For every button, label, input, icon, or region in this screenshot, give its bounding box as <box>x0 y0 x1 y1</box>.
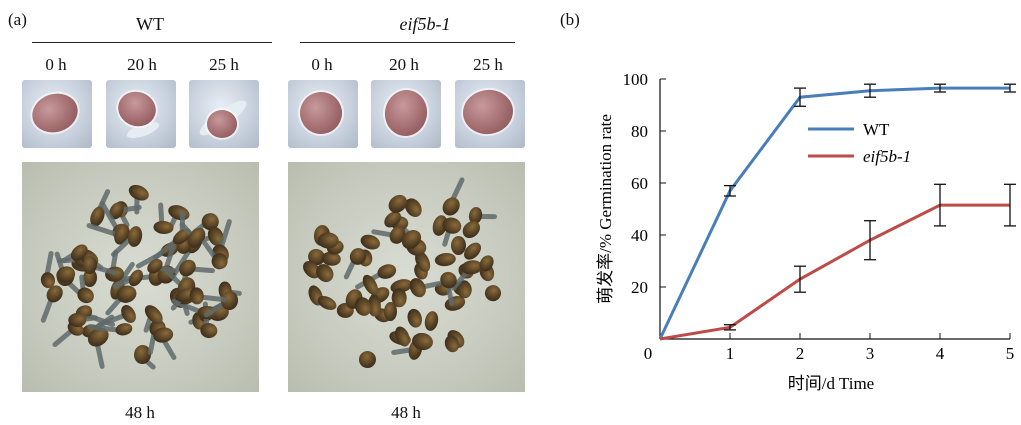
seed <box>118 302 140 326</box>
x-tick-label: 3 <box>866 344 875 363</box>
x-tick-label: 1 <box>726 344 735 363</box>
time-label-wt-25h: 25 h <box>209 55 239 74</box>
seed <box>405 307 424 330</box>
time-label-eif5b-20h: 20 h <box>389 55 419 74</box>
seed-photo-eif5b-25h <box>455 80 525 148</box>
seed-photo-wt-0h <box>22 80 92 148</box>
group-title-eif5b-1: eif5b-1 <box>399 14 451 34</box>
seed <box>481 282 504 305</box>
time-label-wt-20h: 20 h <box>127 55 157 74</box>
seed <box>114 321 134 338</box>
seed-plate-wt-48h <box>22 162 259 392</box>
chart-axes: 0 1 2 3 4 5 20 40 60 80 100 <box>623 70 1015 363</box>
time-label-wt-0h: 0 h <box>45 55 67 74</box>
plate-caption-eif5b-1: 48 h <box>391 403 421 422</box>
seed-photo-wt-20h <box>106 80 176 148</box>
legend-label-1: eif5b-1 <box>863 147 911 166</box>
x-tick-label: 5 <box>1006 344 1015 363</box>
seed <box>152 220 175 235</box>
chart-legend: WT eif5b-1 <box>808 120 911 166</box>
seed <box>376 261 399 281</box>
group-underline-wt <box>32 42 272 43</box>
series-line-0 <box>658 86 1010 340</box>
seed-plate-eif5b-48h <box>288 162 525 392</box>
seed <box>383 302 398 322</box>
legend-label-0: WT <box>863 120 890 139</box>
seed <box>315 293 339 314</box>
time-label-eif5b-0h: 0 h <box>311 55 333 74</box>
series-line-1 <box>659 203 1010 341</box>
time-label-eif5b-25h: 25 h <box>473 55 503 74</box>
seed <box>406 275 429 300</box>
panel-a-label: (a) <box>8 10 27 29</box>
seed <box>126 181 152 203</box>
y-tick-label: 100 <box>623 70 649 89</box>
seed-photo-eif5b-0h <box>288 80 358 148</box>
germination-chart: 0 1 2 3 4 5 20 40 60 80 100 WT eif5b-1 时间/d Time 萌发… <box>596 70 1016 393</box>
y-tick-label: 40 <box>631 226 648 245</box>
x-tick-label: 2 <box>796 344 805 363</box>
axis-origin-label: 0 <box>644 344 653 363</box>
seed-photo-eif5b-20h <box>371 80 441 148</box>
seed <box>165 202 192 223</box>
group-title-wt: WT <box>136 14 164 34</box>
x-axis-label: 时间/d Time <box>788 374 874 393</box>
y-tick-label: 80 <box>631 122 648 141</box>
x-tick-label: 4 <box>936 344 945 363</box>
chart-series <box>658 83 1016 341</box>
panel-b-label: (b) <box>560 10 580 29</box>
plate-caption-wt: 48 h <box>125 403 155 422</box>
group-underline-eif5b-1 <box>300 42 515 43</box>
seed <box>199 321 218 339</box>
y-axis-label: 萌发率/% Germination rate <box>596 114 615 304</box>
y-tick-label: 20 <box>631 278 648 297</box>
seed <box>356 348 379 370</box>
y-tick-label: 60 <box>631 174 648 193</box>
seed-photo-wt-25h <box>189 80 259 148</box>
seed <box>433 252 457 268</box>
seed <box>317 232 339 249</box>
seed <box>422 310 440 333</box>
